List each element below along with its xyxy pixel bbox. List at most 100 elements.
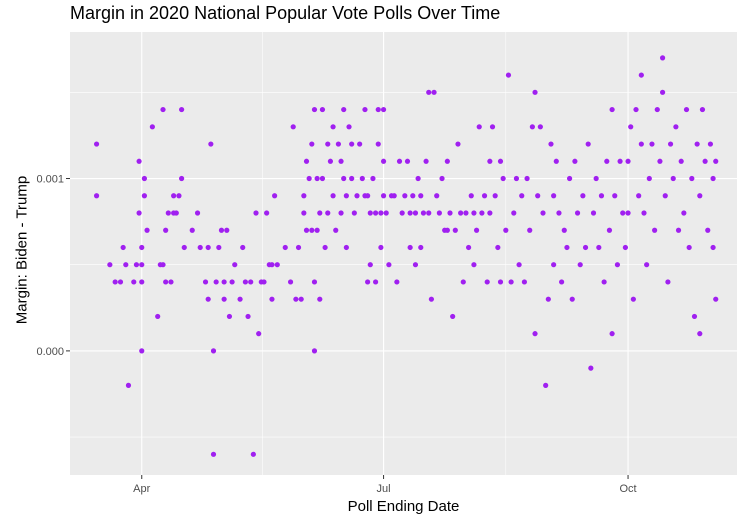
data-point [675, 227, 682, 233]
data-point [606, 227, 613, 233]
data-point [500, 175, 506, 182]
data-point [707, 141, 714, 147]
data-point [173, 210, 179, 216]
data-point [208, 141, 214, 147]
data-point [590, 210, 597, 216]
data-point [561, 227, 567, 233]
data-point [625, 210, 631, 216]
data-points [93, 55, 719, 457]
data-point [351, 210, 357, 216]
data-point [625, 158, 631, 164]
data-point [197, 244, 203, 251]
data-point [269, 296, 275, 302]
data-point [697, 193, 703, 199]
x-axis-label: Poll Ending Date [347, 498, 460, 515]
data-point [365, 279, 371, 285]
data-point [487, 210, 493, 216]
data-point [194, 210, 201, 216]
data-point [261, 279, 267, 285]
data-point [426, 210, 432, 216]
data-point [697, 331, 703, 337]
data-point [319, 106, 326, 113]
data-point [431, 89, 437, 95]
data-point [295, 244, 302, 251]
data-point [667, 141, 674, 147]
data-point [93, 141, 100, 147]
data-point [333, 227, 339, 233]
data-point [229, 279, 235, 285]
data-point [439, 175, 445, 182]
data-point [171, 193, 177, 199]
data-point [248, 279, 254, 285]
data-point [428, 296, 435, 302]
data-point [160, 106, 166, 113]
data-point [394, 279, 400, 285]
data-point [375, 106, 381, 113]
data-point [670, 175, 676, 182]
data-point [559, 279, 565, 285]
data-point [699, 106, 706, 113]
data-point [216, 244, 222, 251]
data-point [181, 244, 187, 251]
data-point [380, 193, 387, 199]
plot-panel [70, 32, 737, 475]
data-point [306, 175, 312, 182]
data-point [362, 106, 368, 113]
data-point [521, 279, 528, 285]
data-point [532, 331, 538, 337]
data-point [311, 106, 318, 113]
data-point [710, 175, 716, 182]
data-point [447, 210, 453, 216]
data-point [420, 210, 427, 216]
data-point [495, 244, 501, 251]
data-point [391, 193, 397, 199]
data-point [349, 175, 355, 182]
data-point [290, 124, 296, 130]
data-point [713, 158, 719, 164]
data-point [221, 279, 227, 285]
data-point [519, 193, 525, 199]
data-point [582, 244, 589, 251]
data-point [609, 331, 615, 337]
data-point [141, 175, 148, 182]
data-point [133, 262, 140, 268]
data-point [535, 193, 541, 199]
data-point [357, 141, 363, 147]
data-point [636, 193, 642, 199]
data-point [553, 158, 559, 164]
data-point [112, 279, 118, 285]
data-point [309, 227, 315, 233]
data-point [256, 331, 262, 337]
data-point [460, 279, 466, 285]
data-point [386, 262, 392, 268]
data-point [481, 193, 488, 199]
data-point [317, 210, 323, 216]
data-point [136, 210, 142, 216]
data-point [513, 175, 520, 182]
data-point [301, 210, 307, 216]
data-point [125, 382, 132, 388]
data-point [588, 365, 594, 371]
data-point [444, 227, 450, 233]
minor-gridlines [70, 32, 737, 475]
data-point [298, 296, 304, 302]
data-point [399, 210, 405, 216]
data-point [551, 262, 557, 268]
data-point [354, 193, 360, 199]
data-point [694, 141, 700, 147]
data-point [303, 227, 310, 233]
data-point [349, 141, 355, 147]
data-point [179, 106, 185, 113]
data-point [572, 158, 578, 164]
data-point [176, 193, 182, 199]
data-point [341, 106, 347, 113]
data-point [452, 227, 458, 233]
data-point [210, 348, 217, 354]
data-point [107, 262, 113, 268]
data-point [330, 193, 336, 199]
data-point [303, 158, 310, 164]
data-point [705, 227, 711, 233]
data-point [322, 244, 328, 251]
data-point [287, 279, 294, 285]
data-point [139, 348, 145, 354]
